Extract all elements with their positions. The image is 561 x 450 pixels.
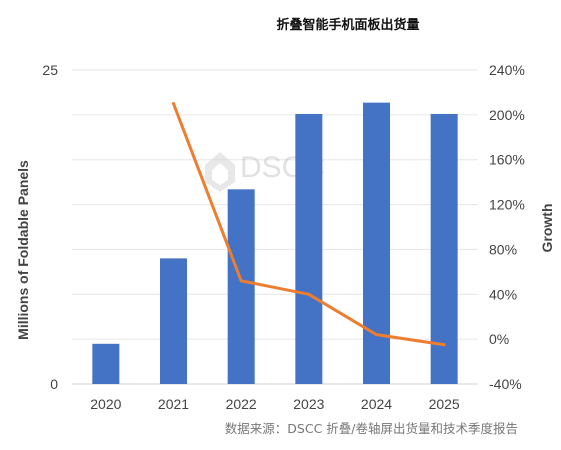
growth-point bbox=[172, 102, 175, 106]
gridlines bbox=[72, 69, 478, 385]
x-tick-label: 2023 bbox=[293, 396, 324, 412]
bar-series bbox=[92, 102, 458, 385]
y-tick-label: 25 bbox=[42, 62, 58, 78]
growth-point bbox=[442, 343, 446, 347]
x-axis-ticks: 2020 2021 2022 2023 2024 2025 bbox=[90, 396, 460, 412]
y2-tick-label: 0% bbox=[489, 331, 509, 347]
y2-axis-ticks: -40% 0% 40% 80% 120% 160% 200% 240% bbox=[489, 62, 525, 392]
y2-axis-label: Growth bbox=[539, 204, 555, 253]
y2-tick-label: 80% bbox=[489, 241, 517, 257]
y-axis-label: Millions of Foldable Panels bbox=[15, 160, 31, 340]
y2-tick-label: 120% bbox=[489, 197, 525, 213]
x-tick-label: 2025 bbox=[429, 396, 460, 412]
growth-point bbox=[375, 333, 378, 337]
y-tick-label: 0 bbox=[50, 376, 58, 392]
y2-tick-label: 240% bbox=[489, 62, 525, 78]
bar bbox=[227, 189, 255, 384]
x-tick-label: 2021 bbox=[158, 396, 189, 412]
chart-title: 折叠智能手机面板出货量 bbox=[276, 17, 419, 33]
bar bbox=[160, 258, 187, 384]
source-note: 数据来源：DSCC 折叠/卷轴屏出货量和技术季度报告 bbox=[225, 421, 518, 436]
x-tick-label: 2022 bbox=[226, 396, 257, 412]
x-tick-label: 2020 bbox=[90, 396, 121, 412]
bar bbox=[363, 102, 390, 384]
y2-tick-label: -40% bbox=[489, 376, 522, 392]
y2-tick-label: 160% bbox=[489, 152, 525, 168]
y2-tick-label: 40% bbox=[489, 286, 517, 302]
growth-point bbox=[239, 279, 243, 283]
watermark-logo-icon bbox=[205, 152, 235, 192]
growth-line-series bbox=[172, 102, 446, 347]
bar bbox=[430, 113, 458, 385]
growth-point bbox=[307, 292, 311, 296]
bar bbox=[295, 113, 323, 385]
y-axis-ticks: 0 25 bbox=[42, 62, 58, 392]
y2-tick-label: 200% bbox=[489, 107, 525, 123]
x-tick-label: 2024 bbox=[361, 396, 392, 412]
bar bbox=[92, 343, 120, 384]
